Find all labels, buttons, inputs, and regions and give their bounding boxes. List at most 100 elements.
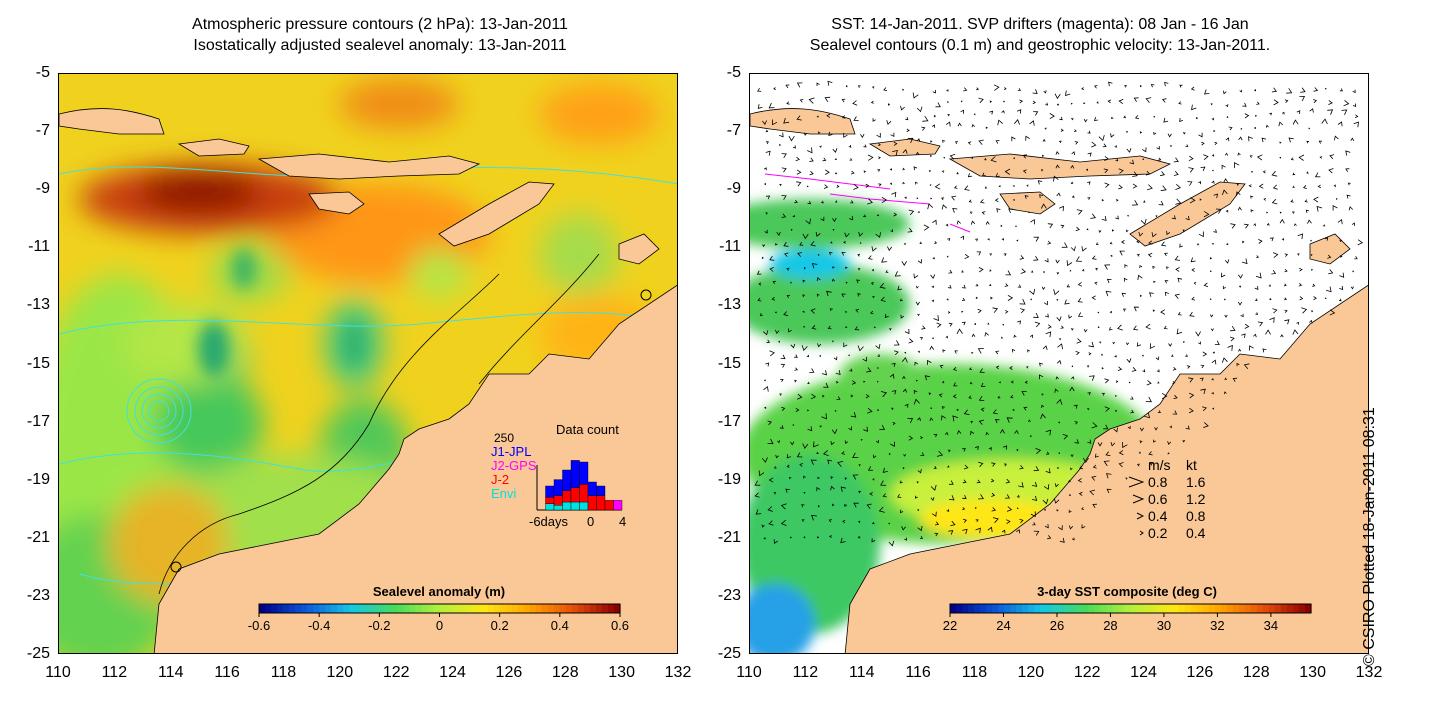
- velocity-arrow: [1097, 326, 1100, 329]
- velocity-arrow: [1211, 391, 1214, 395]
- velocity-arrow: [788, 476, 792, 480]
- lon-tick-label: 132: [664, 664, 692, 681]
- velocity-arrow: [840, 537, 846, 544]
- velocity-arrow: [1211, 378, 1214, 381]
- velocity-arrow: [831, 503, 835, 507]
- velocity-arrow: [1073, 404, 1078, 409]
- velocity-arrow: [1147, 184, 1153, 191]
- velocity-arrow: [843, 133, 848, 138]
- velocity-arrow: [830, 441, 835, 446]
- colorbar-segment: [427, 604, 435, 613]
- velocity-arrow: [992, 409, 998, 415]
- colorbar-segment: [511, 604, 519, 613]
- sst-colorbar-ticks: 22 24 26 28 30 32 34: [943, 613, 1278, 633]
- velocity-arrow: [859, 242, 862, 244]
- velocity-arrow: [948, 322, 953, 327]
- sealevel-colorbar-ramp: [258, 603, 621, 614]
- velocity-arrow: [1097, 311, 1100, 314]
- velocity-arrow: [1221, 164, 1226, 170]
- velocity-arrow: [780, 363, 786, 368]
- histogram-bar: [570, 487, 580, 503]
- velocity-arrow: [1212, 407, 1215, 410]
- lat-tick-label: -11: [719, 238, 741, 256]
- velocity-arrow: [908, 338, 914, 344]
- velocity-arrow: [888, 103, 891, 106]
- velocity-arrow: [1132, 171, 1138, 177]
- velocity-arrow: [1292, 329, 1299, 335]
- velocity-arrow: [1202, 351, 1208, 357]
- velocity-legend-row-ms: 0.2: [1148, 525, 1168, 541]
- velocity-arrow: [1160, 185, 1167, 192]
- velocity-arrow: [1237, 274, 1243, 279]
- velocity-arrow: [1012, 198, 1015, 201]
- velocity-arrow: [817, 476, 820, 480]
- colorbar-tick-label: 28: [1103, 618, 1117, 633]
- velocity-arrow: [1115, 409, 1118, 412]
- velocity-arrow: [1172, 410, 1178, 415]
- velocity-arrow: [790, 281, 792, 284]
- velocity-arrow: [1210, 314, 1214, 318]
- velocity-arrow: [1071, 151, 1076, 156]
- colorbar-tick-label: 34: [1264, 618, 1278, 633]
- velocity-arrow: [1196, 117, 1199, 120]
- velocity-arrow: [777, 440, 781, 444]
- velocity-arrow: [1241, 333, 1246, 338]
- velocity-arrow: [941, 406, 945, 410]
- velocity-arrow: [1113, 427, 1118, 433]
- velocity-arrow: [1173, 157, 1179, 163]
- velocity-arrow: [779, 132, 784, 138]
- velocity-arrow: [1103, 460, 1110, 467]
- velocity-arrow: [948, 269, 953, 274]
- velocity-arrow: [1073, 129, 1077, 132]
- sst-colorbar-label: 3-day SST composite (deg C): [1037, 584, 1217, 599]
- colorbar-segment: [379, 604, 386, 613]
- velocity-arrow: [1164, 252, 1168, 257]
- velocity-arrow: [1101, 353, 1104, 356]
- velocity-arrow: [872, 296, 875, 299]
- velocity-arrow: [1150, 84, 1155, 88]
- velocity-arrow: [1272, 308, 1278, 314]
- colorbar-segment: [1130, 604, 1138, 613]
- velocity-arrow: [1126, 130, 1129, 133]
- velocity-arrow: [769, 267, 774, 272]
- lat-tick-label: -17: [26, 412, 50, 430]
- colorbar-segment: [259, 604, 266, 613]
- velocity-arrow: [1074, 439, 1080, 444]
- right-map-title: SST: 14-Jan-2011. SVP drifters (magenta)…: [700, 14, 1380, 56]
- colorbar-segment: [1094, 604, 1102, 613]
- lon-tick-label: 130: [608, 664, 635, 681]
- velocity-arrow: [792, 214, 796, 218]
- velocity-arrow: [976, 251, 982, 256]
- velocity-arrow: [852, 452, 859, 458]
- colorbar-segment: [361, 604, 368, 613]
- velocity-arrow: [1107, 99, 1112, 104]
- velocity-arrow: [1283, 283, 1287, 287]
- histogram-bar: [545, 503, 555, 511]
- velocity-arrow: [1068, 479, 1071, 483]
- velocity-arrow: [835, 200, 838, 203]
- velocity-arrow: [763, 330, 769, 336]
- velocity-arrow: [1182, 229, 1185, 232]
- velocity-arrow: [1117, 366, 1123, 371]
- colorbar-tick-label: 32: [1210, 618, 1224, 633]
- velocity-arrow: [1221, 272, 1226, 278]
- velocity-arrow: [936, 322, 942, 328]
- velocity-arrow: [1121, 292, 1126, 297]
- velocity-arrow: [1271, 87, 1278, 93]
- velocity-arrow: [1093, 116, 1099, 121]
- velocity-arrow: [930, 484, 937, 491]
- velocity-arrow: [998, 185, 1001, 188]
- lon-tick-label: 124: [439, 664, 466, 681]
- sst-colorbar-ramp: [949, 603, 1312, 614]
- data-count-inset: Data count 250 J1-JPL J2-GPS J-2 Envi -6…: [491, 422, 626, 529]
- velocity-arrow: [1240, 313, 1244, 318]
- velocity-arrow: [1070, 454, 1074, 458]
- colorbar-segment: [517, 604, 525, 613]
- velocity-arrow: [1190, 257, 1196, 263]
- velocity-arrow: [876, 133, 881, 138]
- velocity-arrow: [834, 158, 837, 161]
- colorbar-segment: [343, 604, 350, 613]
- velocity-arrow: [1136, 463, 1141, 467]
- velocity-arrow: [1188, 377, 1194, 383]
- velocity-arrow: [773, 87, 776, 90]
